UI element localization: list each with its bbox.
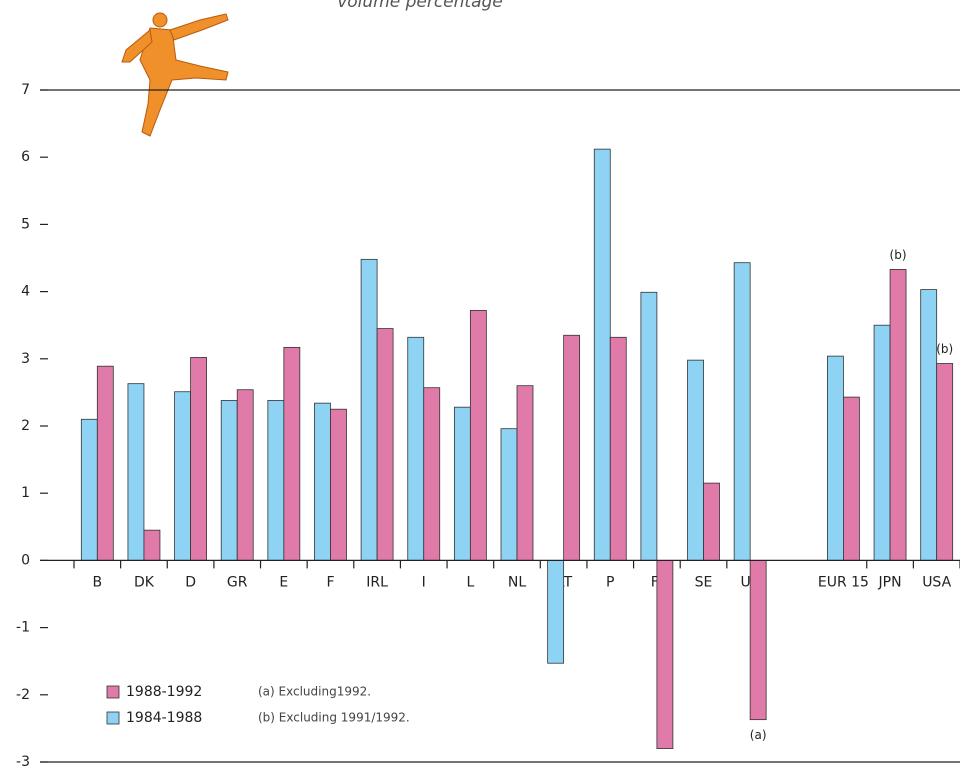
legend-swatch xyxy=(106,711,120,725)
bar xyxy=(407,336,425,561)
bar xyxy=(330,408,347,561)
bar xyxy=(469,310,487,561)
bar xyxy=(143,529,161,561)
illustration xyxy=(121,12,229,137)
legend-swatch xyxy=(106,685,120,699)
y-tick-label: 1 xyxy=(21,485,30,501)
bar xyxy=(547,560,565,664)
y-tick-label: 0 xyxy=(21,552,30,568)
bar xyxy=(80,418,98,561)
bar xyxy=(376,328,394,561)
bar xyxy=(220,400,238,561)
bar xyxy=(703,482,720,561)
annotation: (b) xyxy=(936,342,953,356)
x-tick-label: B xyxy=(93,574,103,590)
footnote: (a) Excluding1992. xyxy=(258,685,371,699)
bar xyxy=(267,400,285,561)
x-tick-label: E xyxy=(279,574,288,590)
bar xyxy=(174,391,191,561)
y-tick-label: 6 xyxy=(21,149,30,165)
bar xyxy=(453,406,471,561)
x-tick-label: L xyxy=(466,574,474,590)
bar xyxy=(936,363,954,561)
annotation: (a) xyxy=(750,728,767,742)
legend-label: 1984-1988 xyxy=(126,710,202,726)
y-tick-label: 3 xyxy=(21,351,30,367)
bar xyxy=(873,324,891,561)
bar xyxy=(827,355,844,561)
bar xyxy=(843,396,860,561)
y-tick-label: -3 xyxy=(16,754,30,770)
bar xyxy=(190,357,207,561)
x-tick-label: SE xyxy=(695,574,713,590)
y-tick-label: -2 xyxy=(16,687,30,703)
bar xyxy=(920,289,938,561)
legend-label: 1988-1992 xyxy=(126,684,202,700)
x-tick-label: NL xyxy=(508,574,526,590)
x-tick-label: USA xyxy=(922,574,951,590)
y-tick-label: 4 xyxy=(21,284,30,300)
y-tick-label: -1 xyxy=(16,620,30,636)
bar xyxy=(687,359,704,561)
x-tick-label: P xyxy=(606,574,614,590)
bar xyxy=(516,385,534,561)
x-tick-label: GR xyxy=(227,574,248,590)
bar xyxy=(593,148,611,561)
bar xyxy=(314,402,331,561)
annotation: (b) xyxy=(890,248,907,262)
x-tick-label: IRL xyxy=(366,574,388,590)
bar xyxy=(283,346,301,561)
bar xyxy=(609,336,627,561)
bar xyxy=(889,269,907,561)
footnote: (b) Excluding 1991/1992. xyxy=(258,711,410,725)
bar xyxy=(500,428,518,561)
bar xyxy=(749,560,767,721)
bar xyxy=(236,389,254,561)
bar xyxy=(360,258,378,561)
y-tick-label: 2 xyxy=(21,418,30,434)
bar xyxy=(423,387,441,561)
x-tick-label: I xyxy=(422,574,426,590)
bar xyxy=(733,262,751,561)
bar xyxy=(656,560,674,749)
bar xyxy=(96,365,114,561)
y-tick-label: 7 xyxy=(21,82,30,98)
chart-subtitle: volume percentage xyxy=(337,0,503,12)
x-tick-label: D xyxy=(185,574,196,590)
x-tick-label: JPN xyxy=(878,574,902,590)
bar xyxy=(127,383,145,561)
bar xyxy=(640,291,658,561)
x-tick-label: DK xyxy=(134,574,155,590)
x-tick-label: EUR 15 xyxy=(818,574,869,590)
bar xyxy=(563,334,581,561)
x-tick-label: F xyxy=(326,574,334,590)
y-tick-label: 5 xyxy=(21,216,30,232)
